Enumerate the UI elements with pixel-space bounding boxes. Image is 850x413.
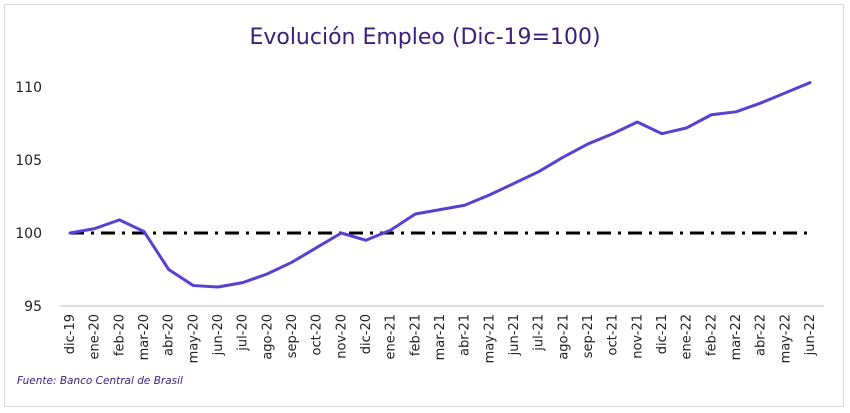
x-axis: dic-19 ene-20 feb-20 mar-20 abr-20 may-20 jun-… <box>63 314 818 363</box>
x-tick-label: dic-20 <box>359 314 374 354</box>
chart-title: Evolución Empleo (Dic-19=100) <box>249 25 600 50</box>
x-tick-label: may-21 <box>482 314 497 363</box>
series-layer <box>68 81 812 289</box>
x-tick-label: jul-20 <box>236 314 251 352</box>
x-tick-label: ene-20 <box>88 314 103 359</box>
y-tick-label: 95 <box>24 299 42 315</box>
y-tick-label: 100 <box>15 226 42 242</box>
x-tick-label: dic-21 <box>655 314 670 354</box>
x-tick-label: abr-22 <box>754 314 769 356</box>
x-tick-label: jun-22 <box>803 314 818 356</box>
x-tick-label: mar-21 <box>433 314 448 360</box>
chart-frame <box>4 4 844 407</box>
x-tick-label: abr-20 <box>162 314 177 356</box>
x-tick-label: nov-20 <box>334 314 349 359</box>
y-tick-label: 105 <box>15 153 42 169</box>
x-tick-label: ene-22 <box>680 314 695 359</box>
x-tick-label: ago-20 <box>260 314 275 360</box>
x-tick-label: ago-21 <box>556 314 571 360</box>
x-tick-label: feb-20 <box>112 314 127 356</box>
x-tick-label: ene-21 <box>384 314 399 359</box>
x-tick-label: oct-21 <box>606 314 621 355</box>
x-tick-label: may-22 <box>778 314 793 363</box>
x-tick-label: jun-20 <box>211 314 226 356</box>
x-tick-label: may-20 <box>186 314 201 363</box>
x-tick-label: dic-19 <box>63 314 78 354</box>
x-tick-label: abr-21 <box>458 314 473 356</box>
x-tick-label: nov-21 <box>630 314 645 359</box>
x-tick-label: sep-21 <box>581 314 596 358</box>
x-tick-label: mar-20 <box>137 314 152 360</box>
y-axis: 95 100 105 110 <box>15 80 42 315</box>
x-tick-label: oct-20 <box>310 314 325 355</box>
y-tick-label: 110 <box>15 80 42 96</box>
x-tick-label: mar-22 <box>729 314 744 360</box>
x-tick-label: feb-21 <box>408 314 423 356</box>
x-tick-label: jul-21 <box>532 314 547 352</box>
x-tick-label: sep-20 <box>285 314 300 358</box>
x-tick-label: feb-22 <box>704 314 719 356</box>
employment-series-line <box>68 81 812 289</box>
x-tick-label: jun-21 <box>507 314 522 356</box>
source-note: Fuente: Banco Central de Brasil <box>17 375 183 387</box>
